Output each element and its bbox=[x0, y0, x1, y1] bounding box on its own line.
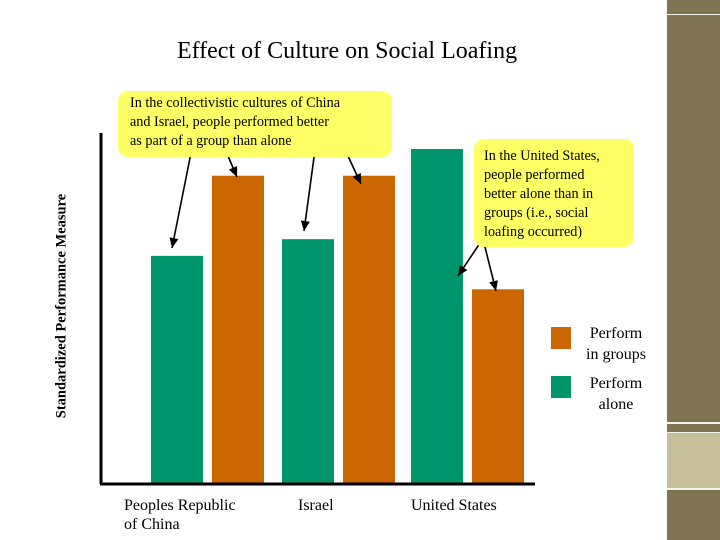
side-accent-thin bbox=[667, 424, 720, 432]
x-tick-line: Peoples Republic bbox=[124, 497, 236, 514]
bar-united-states-alone bbox=[411, 149, 463, 483]
bar-israel-groups bbox=[343, 175, 395, 483]
legend-swatch-alone bbox=[551, 376, 571, 398]
legend-label-alone: Perform alone bbox=[576, 373, 656, 415]
side-accent-dark bbox=[667, 15, 720, 422]
callout-line: In the collectivistic cultures of China bbox=[130, 95, 340, 111]
legend-line: alone bbox=[598, 396, 634, 413]
callout-line: people performed bbox=[484, 167, 585, 183]
bar-united-states-groups bbox=[472, 289, 524, 483]
legend-label-groups: Perform in groups bbox=[576, 323, 656, 365]
x-tick-label-israel: Israel bbox=[298, 497, 334, 514]
callout-united-states: In the United States, people performed b… bbox=[474, 139, 634, 247]
callout-line: as part of a group than alone bbox=[130, 133, 292, 149]
callout-line: better alone than in bbox=[484, 186, 594, 202]
legend-line: Perform bbox=[589, 375, 643, 392]
legend-swatch-groups bbox=[551, 327, 571, 349]
x-tick-label-china: Peoples Republic of China bbox=[124, 496, 236, 534]
side-accent-bottom bbox=[667, 490, 720, 540]
bar-group bbox=[151, 149, 524, 483]
arrow-to-us-alone bbox=[457, 242, 481, 277]
arrow-to-us-groups bbox=[483, 242, 498, 292]
legend-line: in groups bbox=[586, 346, 646, 363]
bar-china-groups bbox=[212, 175, 264, 483]
legend-line: Perform bbox=[589, 325, 643, 342]
x-tick-label-us: United States bbox=[411, 497, 497, 514]
bar-china-alone bbox=[151, 255, 203, 483]
x-tick-line: of China bbox=[124, 516, 180, 533]
side-accent-light bbox=[667, 433, 720, 488]
callout-line: In the United States, bbox=[484, 148, 600, 164]
side-accent-top bbox=[667, 0, 720, 14]
bar-israel-alone bbox=[282, 239, 334, 483]
callout-line: groups (i.e., social bbox=[484, 205, 589, 221]
callout-line: loafing occurred) bbox=[484, 224, 583, 240]
chart-title: Effect of Culture on Social Loafing bbox=[176, 38, 518, 64]
callout-collectivistic: In the collectivistic cultures of China … bbox=[118, 91, 392, 157]
callout-line: and Israel, people performed better bbox=[130, 114, 329, 130]
